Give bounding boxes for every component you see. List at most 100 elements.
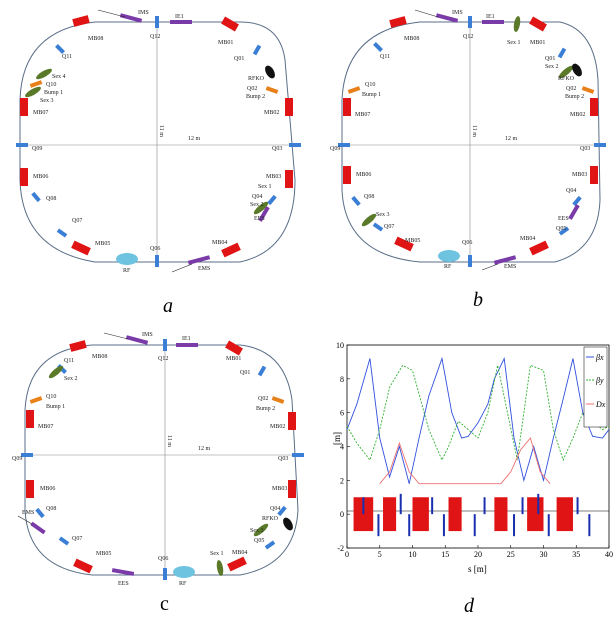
injection-line	[97, 9, 126, 18]
quadrupole	[557, 47, 567, 59]
x-tick-label: 5	[378, 550, 382, 559]
ring-a-label: RF	[123, 268, 131, 274]
ring-c-dim-horizontal: 12 m	[198, 446, 211, 452]
ring-b-label: Q04	[566, 188, 576, 194]
ring-c-label: Q12	[158, 356, 168, 362]
quadrupole	[155, 16, 159, 28]
ring-a-label: Q09	[32, 146, 42, 152]
kicker	[493, 255, 517, 265]
dipole-magnet	[73, 558, 93, 574]
quadrupole	[558, 226, 570, 236]
x-tick-label: 35	[572, 550, 580, 559]
ring-c-label: MB03	[272, 486, 287, 492]
sextupole	[361, 213, 377, 227]
sextupole	[48, 365, 64, 379]
kicker	[435, 13, 459, 23]
dipole-magnet	[343, 166, 351, 184]
ring-b-label: MB07	[355, 112, 370, 118]
extraction-line	[481, 263, 499, 271]
legend-box	[583, 346, 608, 428]
ring-b-label: Q09	[330, 146, 340, 152]
ring-a-label: Q12	[150, 34, 160, 40]
bump-magnet	[265, 86, 279, 94]
ring-b-label: EMS	[504, 264, 516, 270]
ring-a-dim-vertical: 11 m	[158, 125, 164, 137]
ring-a-label: IE1	[175, 14, 184, 20]
ring-c-label: Q06	[158, 556, 168, 562]
panel-label-d: d	[464, 595, 475, 617]
ring-a-label: MB07	[33, 110, 48, 116]
dipole-magnet	[225, 340, 243, 356]
ring-a-label: Bump 1	[44, 90, 63, 96]
ring-c-label: RF	[179, 581, 187, 587]
dipole-magnet	[20, 168, 28, 186]
bump-magnet	[581, 86, 595, 94]
legend-entry-dx: Dx	[595, 400, 606, 409]
kicker	[170, 20, 192, 24]
rfko-element	[283, 517, 293, 531]
ring-c-label: Q07	[72, 536, 82, 542]
kicker	[111, 568, 135, 576]
ring-b-label: Bump 1	[362, 92, 381, 98]
dipole-magnet	[71, 240, 91, 256]
ring-c: 12 m 11 m IMS IE1 MB08 Q1	[12, 332, 304, 615]
ring-c-label: Q05	[254, 538, 264, 544]
legend-entry-betay: βy	[595, 376, 604, 385]
ring-c-label: EES	[118, 581, 129, 587]
ring-c-label: IMS	[142, 332, 153, 338]
quadrupole	[21, 453, 33, 457]
sextupole	[25, 86, 41, 98]
ring-a-label: MB02	[264, 110, 279, 116]
ring-a-label: MB05	[95, 241, 110, 247]
ring-a-label: EMS	[198, 266, 210, 272]
ring-b-label: Bump 2	[565, 94, 584, 100]
lattice-dipole	[383, 497, 397, 532]
ring-b-label: RF	[444, 264, 452, 270]
ring-b-label: Sex 3	[376, 212, 390, 218]
quadrupole	[35, 507, 45, 519]
ring-a-label: IMS	[138, 10, 149, 16]
quadrupole	[292, 453, 304, 457]
panel-label-a: a	[163, 295, 173, 317]
ring-a-label: Sex 3	[40, 98, 54, 104]
quadrupole	[55, 44, 65, 54]
kicker	[125, 335, 149, 345]
ring-c-label: IE1	[182, 336, 191, 342]
quadrupole	[373, 42, 383, 52]
ring-c-label: MB01	[226, 356, 241, 362]
dipole-magnet	[26, 480, 34, 498]
ring-c-dim-vertical: 11 m	[166, 435, 172, 447]
ring-b-label: MB02	[570, 112, 585, 118]
ring-a-label: Q10	[46, 82, 56, 88]
ring-c-label: MB07	[38, 424, 53, 430]
injection-line	[103, 332, 129, 340]
ring-b-dim-horizontal: 12 m	[505, 136, 518, 142]
ring-c-label: Bump 2	[256, 406, 275, 412]
ring-a-label: Q01	[234, 56, 244, 62]
ring-b: 12 m 11 m IMS IE1 Sex 1 M	[330, 9, 606, 311]
ring-c-label: MB05	[96, 551, 111, 557]
ring-a-label: Q08	[46, 196, 56, 202]
ring-a-label: Q06	[150, 246, 160, 252]
y-tick-label: 2	[340, 476, 344, 485]
bump-magnet	[29, 396, 43, 404]
dipole-magnet	[529, 240, 549, 256]
sextupole	[216, 560, 224, 576]
ring-a-label: Sex 4	[52, 74, 66, 80]
kicker	[187, 255, 211, 265]
quadrupole	[572, 195, 582, 207]
lattice-dipole	[556, 497, 573, 532]
ring-c-label: RFKO	[262, 516, 279, 522]
ring-b-label: MB03	[572, 172, 587, 178]
quadrupole	[289, 143, 301, 147]
ring-a-label: Sex 2	[250, 202, 264, 208]
ring-c-label: Sex 2	[64, 376, 78, 382]
ring-b-label: MB06	[356, 172, 371, 178]
ring-a-label: MB06	[33, 174, 48, 180]
ring-a-label: Bump 2	[246, 94, 265, 100]
kicker	[258, 206, 270, 222]
dipole-magnet	[285, 98, 293, 116]
kicker	[119, 13, 143, 23]
ring-b-label: MB08	[404, 36, 419, 42]
